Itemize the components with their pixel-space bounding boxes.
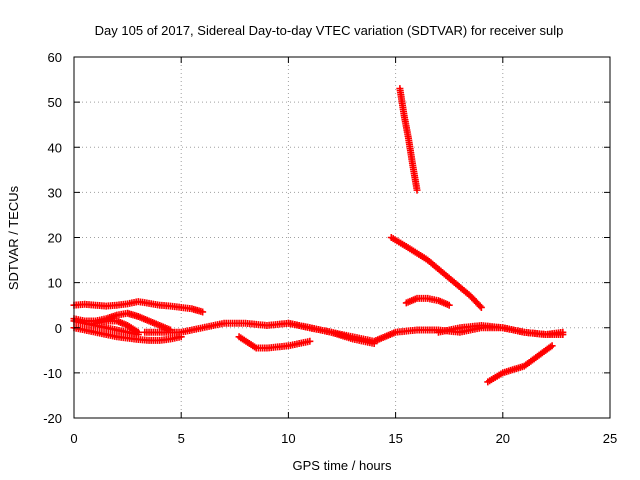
y-tick-label: 30 — [48, 185, 62, 200]
data-point — [477, 303, 485, 311]
y-tick-label: -20 — [43, 411, 62, 426]
y-tick-label: 40 — [48, 140, 62, 155]
series-track-e — [91, 317, 142, 336]
y-tick-label: 10 — [48, 276, 62, 291]
data-point — [306, 337, 314, 345]
series-track-l — [434, 321, 567, 339]
x-tick-label: 0 — [70, 431, 77, 446]
series-track-m — [484, 342, 556, 386]
series-track-j — [387, 234, 485, 311]
series-track-k — [402, 294, 453, 309]
data-point — [559, 328, 567, 336]
x-axis-label: GPS time / hours — [293, 458, 392, 473]
data-points — [70, 85, 567, 386]
x-axis-ticks: 0 5 10 15 20 25 — [70, 57, 617, 446]
data-point — [445, 301, 453, 309]
x-tick-label: 15 — [388, 431, 402, 446]
x-tick-label: 20 — [496, 431, 510, 446]
data-point — [413, 186, 421, 194]
y-tick-label: 0 — [55, 321, 62, 336]
series-track-b — [70, 324, 185, 344]
y-tick-label: 60 — [48, 50, 62, 65]
y-tick-label: 20 — [48, 231, 62, 246]
grid — [74, 57, 610, 418]
chart-title: Day 105 of 2017, Sidereal Day-to-day VTE… — [95, 23, 564, 38]
x-tick-label: 25 — [603, 431, 617, 446]
data-point — [476, 302, 484, 310]
series-track-g — [235, 333, 314, 352]
data-point — [199, 308, 207, 316]
x-tick-label: 5 — [178, 431, 185, 446]
y-axis-ticks: -20 -10 0 10 20 30 40 50 60 — [43, 50, 610, 426]
data-point — [548, 342, 556, 350]
series-track-i — [396, 85, 421, 194]
y-axis-label: SDTVAR / TECUs — [6, 185, 21, 290]
data-point — [134, 328, 142, 336]
series-track-a — [70, 298, 207, 316]
y-tick-label: -10 — [43, 366, 62, 381]
x-tick-label: 10 — [281, 431, 295, 446]
y-tick-label: 50 — [48, 95, 62, 110]
